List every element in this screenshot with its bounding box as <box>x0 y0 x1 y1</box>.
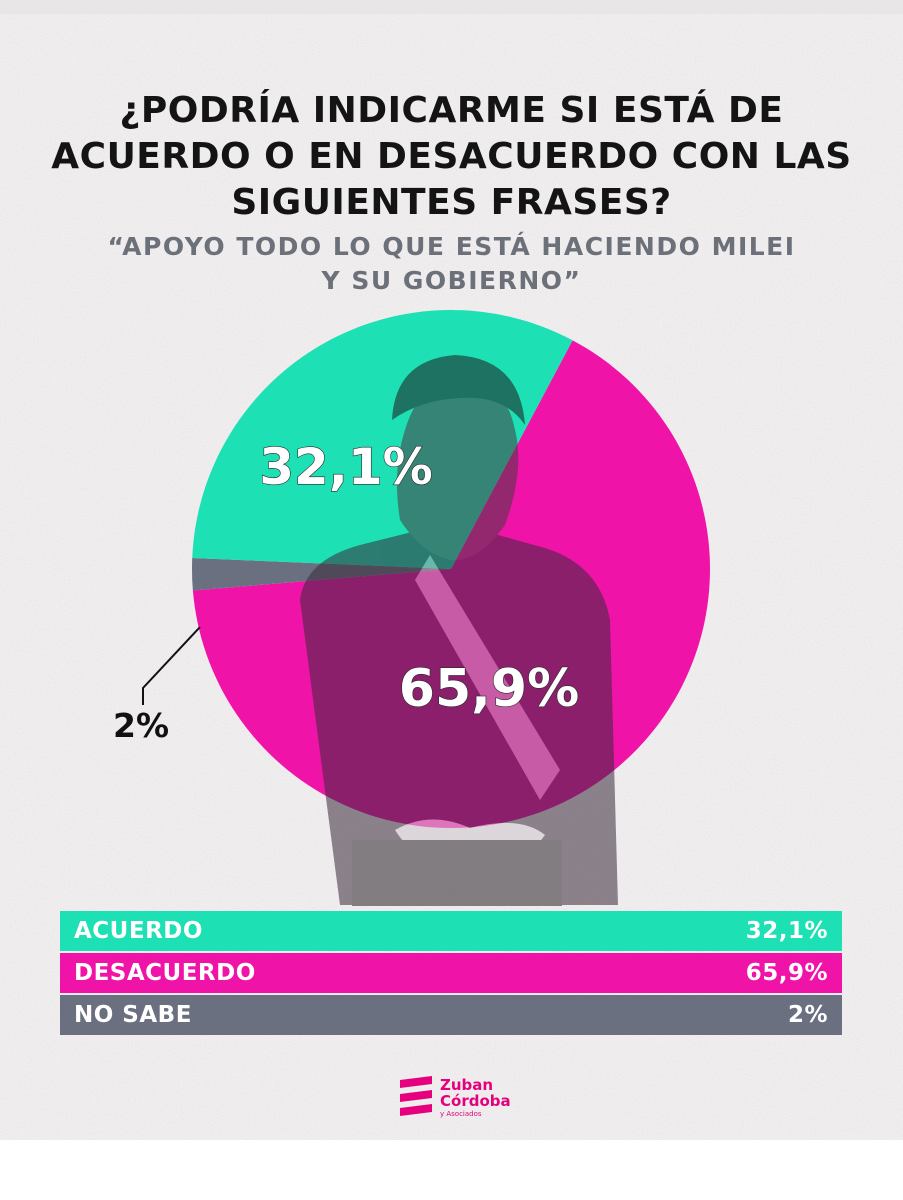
subtitle-line-2: Y SU GOBIERNO” <box>321 266 582 295</box>
subtitle-line-1: “APOYO TODO LO QUE ESTÁ HACIENDO MILEI <box>107 232 796 261</box>
legend-label: DESACUERDO <box>74 960 256 986</box>
pie-label-acuerdo: 32,1% <box>259 438 432 496</box>
legend-label: ACUERDO <box>74 918 203 944</box>
logo-mark-icon <box>400 1076 432 1116</box>
pie-label-desacuerdo: 65,9% <box>399 659 579 719</box>
legend-value: 65,9% <box>745 960 828 986</box>
legend-value: 2% <box>787 1002 828 1028</box>
logo-line-3: y Asociados <box>440 1110 482 1118</box>
legend-row-no-sabe: NO SABE 2% <box>60 995 842 1035</box>
logo-line-2: Córdoba <box>440 1092 511 1110</box>
pie-label-no-sabe: 2% <box>113 706 169 745</box>
chart-title: ¿PODRÍA INDICARME SI ESTÁ DE ACUERDO O E… <box>51 90 852 223</box>
chart-subtitle: “APOYO TODO LO QUE ESTÁ HACIENDO MILEI Y… <box>40 230 863 298</box>
legend-row-desacuerdo: DESACUERDO 65,9% <box>60 953 842 993</box>
legend-label: NO SABE <box>74 1002 192 1028</box>
top-border <box>0 0 903 14</box>
zuban-cordoba-logo: Zuban Córdoba y Asociados <box>398 1076 511 1126</box>
no-sabe-leader-line <box>142 626 201 705</box>
president-figure-illustration <box>300 355 618 906</box>
legend-value: 32,1% <box>745 918 828 944</box>
bottom-border <box>0 1140 903 1200</box>
logo-wordmark: Zuban Córdoba <box>440 1077 511 1109</box>
logo-line-1: Zuban <box>440 1076 494 1094</box>
legend-row-acuerdo: ACUERDO 32,1% <box>60 911 842 951</box>
